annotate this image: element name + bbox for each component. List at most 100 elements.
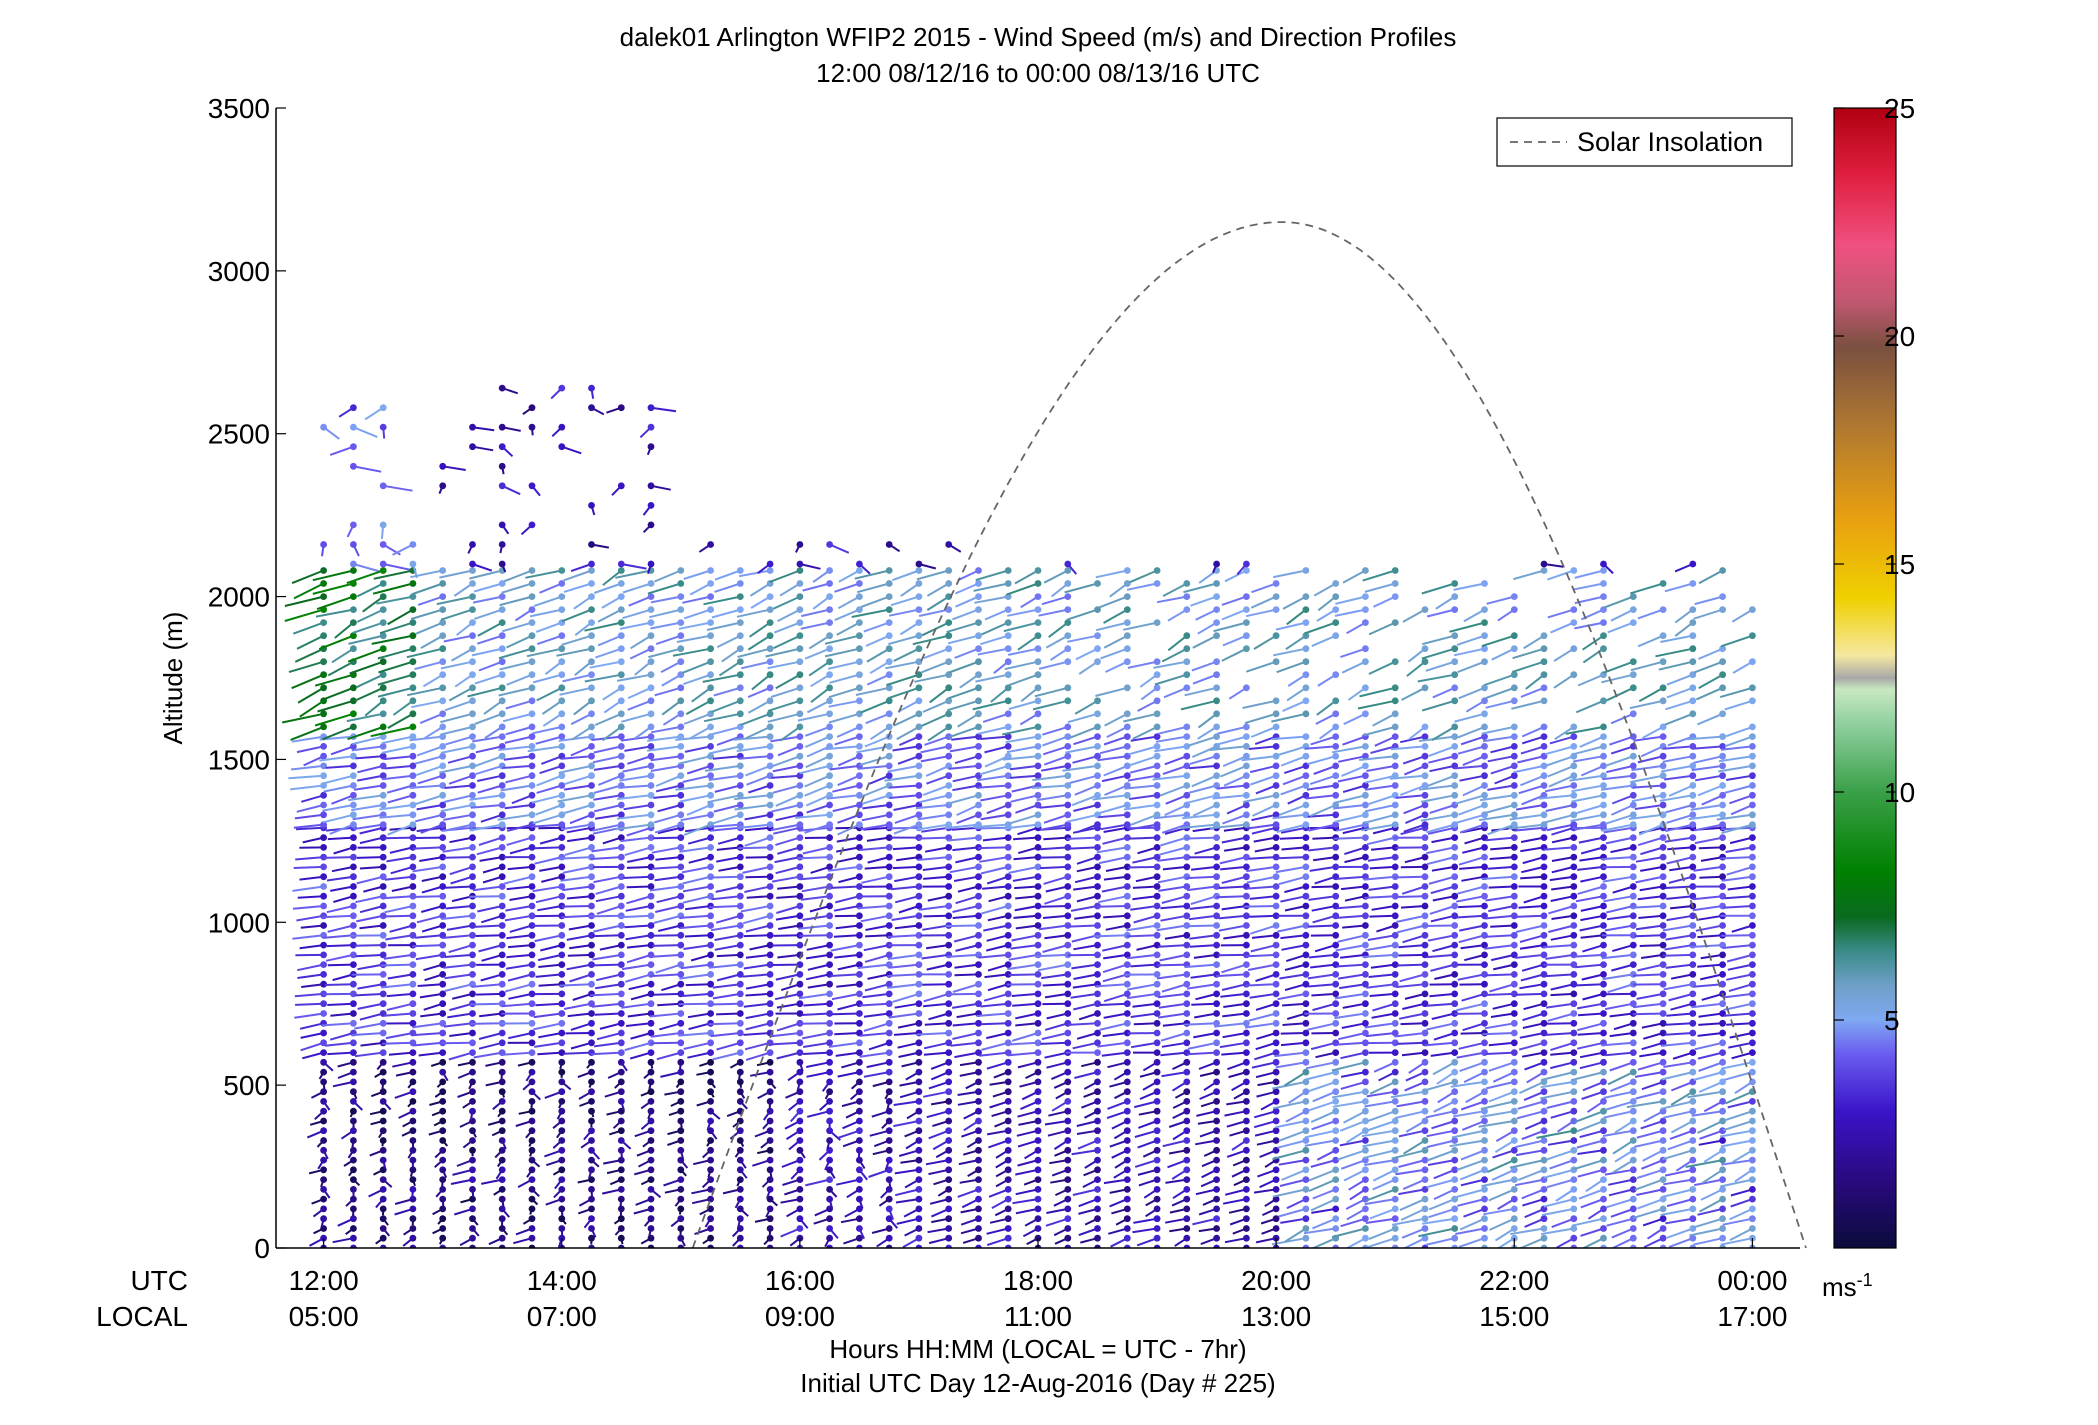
wind-barb-line xyxy=(567,836,592,843)
wind-barb-point xyxy=(1153,980,1161,988)
wind-barb-point xyxy=(1302,951,1310,959)
wind-barb-line xyxy=(898,1051,920,1058)
wind-barb-point xyxy=(1034,951,1042,959)
wind-barb-line xyxy=(1216,895,1247,899)
wind-barb-point xyxy=(409,1176,417,1183)
wind-barb-point xyxy=(1272,1205,1280,1213)
wind-barb-point xyxy=(915,743,923,750)
wind-barb-line xyxy=(865,634,890,647)
wind-barb-point xyxy=(915,645,923,653)
wind-barb-point xyxy=(736,990,744,998)
wind-barb-line xyxy=(621,563,647,570)
wind-barb-point xyxy=(1332,1029,1340,1037)
wind-barb-point xyxy=(915,1234,923,1242)
wind-barb-line xyxy=(864,953,890,963)
wind-barb-line xyxy=(771,875,801,883)
wind-barb-point xyxy=(320,1137,327,1144)
wind-barb-line xyxy=(1006,1247,1009,1248)
wind-barb-line xyxy=(623,875,652,879)
wind-barb-point xyxy=(588,834,595,841)
wind-barb-line xyxy=(747,634,771,651)
wind-barb-point xyxy=(915,1019,923,1027)
wind-barb-point xyxy=(1243,762,1250,770)
wind-barb-line xyxy=(812,595,831,610)
wind-barb-point xyxy=(945,961,953,968)
wind-barb-point xyxy=(350,1215,357,1223)
wind-barb-point xyxy=(350,593,357,600)
wind-barb-line xyxy=(827,1247,830,1248)
wind-barb-point xyxy=(528,902,536,910)
wind-barb-point xyxy=(558,971,566,978)
wind-barb-point xyxy=(558,567,566,574)
wind-barb-point xyxy=(1272,1215,1280,1223)
wind-barb-line xyxy=(566,963,592,971)
wind-barb-point xyxy=(469,1225,476,1232)
wind-barb-point xyxy=(320,567,327,574)
wind-barb-point xyxy=(975,1234,982,1242)
wind-barb-point xyxy=(736,1068,744,1076)
wind-barb-line xyxy=(359,826,384,835)
wind-barb-point xyxy=(856,1176,863,1183)
wind-barb-point xyxy=(498,723,506,731)
wind-barb-point xyxy=(707,1137,714,1144)
wind-barb-point xyxy=(588,1078,595,1086)
wind-barb-point xyxy=(1123,772,1131,780)
wind-barb-point xyxy=(469,912,476,920)
wind-barb-point xyxy=(469,1010,476,1017)
wind-barb-point xyxy=(588,762,595,770)
wind-barb-line xyxy=(684,905,711,911)
wind-barb-point xyxy=(915,1098,923,1105)
wind-barb-point xyxy=(915,912,923,920)
wind-barb-line xyxy=(1307,924,1336,928)
wind-barb-line xyxy=(885,660,920,670)
wind-barb-point xyxy=(826,1107,833,1115)
wind-barb-point xyxy=(1094,922,1101,929)
wind-barb-line xyxy=(534,846,562,850)
wind-barb-point xyxy=(975,902,982,910)
wind-barb-point xyxy=(1332,772,1340,780)
wind-barb-point xyxy=(439,619,447,626)
wind-barb-point xyxy=(1094,1088,1101,1096)
wind-barb-point xyxy=(498,580,506,587)
wind-barb-line xyxy=(649,885,681,892)
wind-barb-point xyxy=(1153,619,1161,626)
wind-barb-point xyxy=(1153,821,1161,828)
wind-barb-line xyxy=(807,983,830,989)
wind-barb-point xyxy=(766,560,774,568)
wind-barb-line xyxy=(469,1002,503,1006)
wind-barb-line xyxy=(898,1149,920,1157)
wind-barb-point xyxy=(975,743,982,750)
wind-barb-point xyxy=(320,961,327,968)
wind-barb-point xyxy=(1064,873,1072,881)
wind-barb-point xyxy=(1094,853,1101,861)
wind-barb-line xyxy=(351,1032,384,1037)
wind-barb-line xyxy=(656,1051,682,1061)
wind-barb-point xyxy=(1332,762,1340,770)
wind-barb-point xyxy=(856,922,863,929)
wind-barb-point xyxy=(1272,772,1280,780)
wind-barb-point xyxy=(350,560,357,568)
wind-barb-point xyxy=(856,1039,863,1047)
wind-barb-point xyxy=(707,1068,714,1076)
wind-barb-point xyxy=(856,632,863,640)
wind-barb-point xyxy=(647,482,655,490)
wind-barb-line xyxy=(899,621,920,636)
wind-barb-line xyxy=(290,764,324,771)
wind-barb-point xyxy=(528,922,536,929)
wind-barb-line xyxy=(892,745,920,752)
wind-barb-point xyxy=(409,1049,417,1056)
wind-barb-point xyxy=(1243,782,1250,789)
wind-barb-point xyxy=(736,762,744,770)
wind-barb-line xyxy=(775,836,801,846)
wind-barb-point xyxy=(707,723,714,731)
wind-barb-point xyxy=(1123,980,1131,988)
wind-barb-line xyxy=(539,836,563,845)
wind-barb-line xyxy=(359,865,384,870)
wind-barb-line xyxy=(659,1022,682,1031)
wind-barb-point xyxy=(320,1127,327,1135)
wind-barb-point xyxy=(945,1244,953,1248)
wind-barb-line xyxy=(480,813,503,823)
wind-barb-point xyxy=(588,671,595,679)
wind-barb-point xyxy=(975,593,982,600)
wind-barb-point xyxy=(528,873,536,881)
